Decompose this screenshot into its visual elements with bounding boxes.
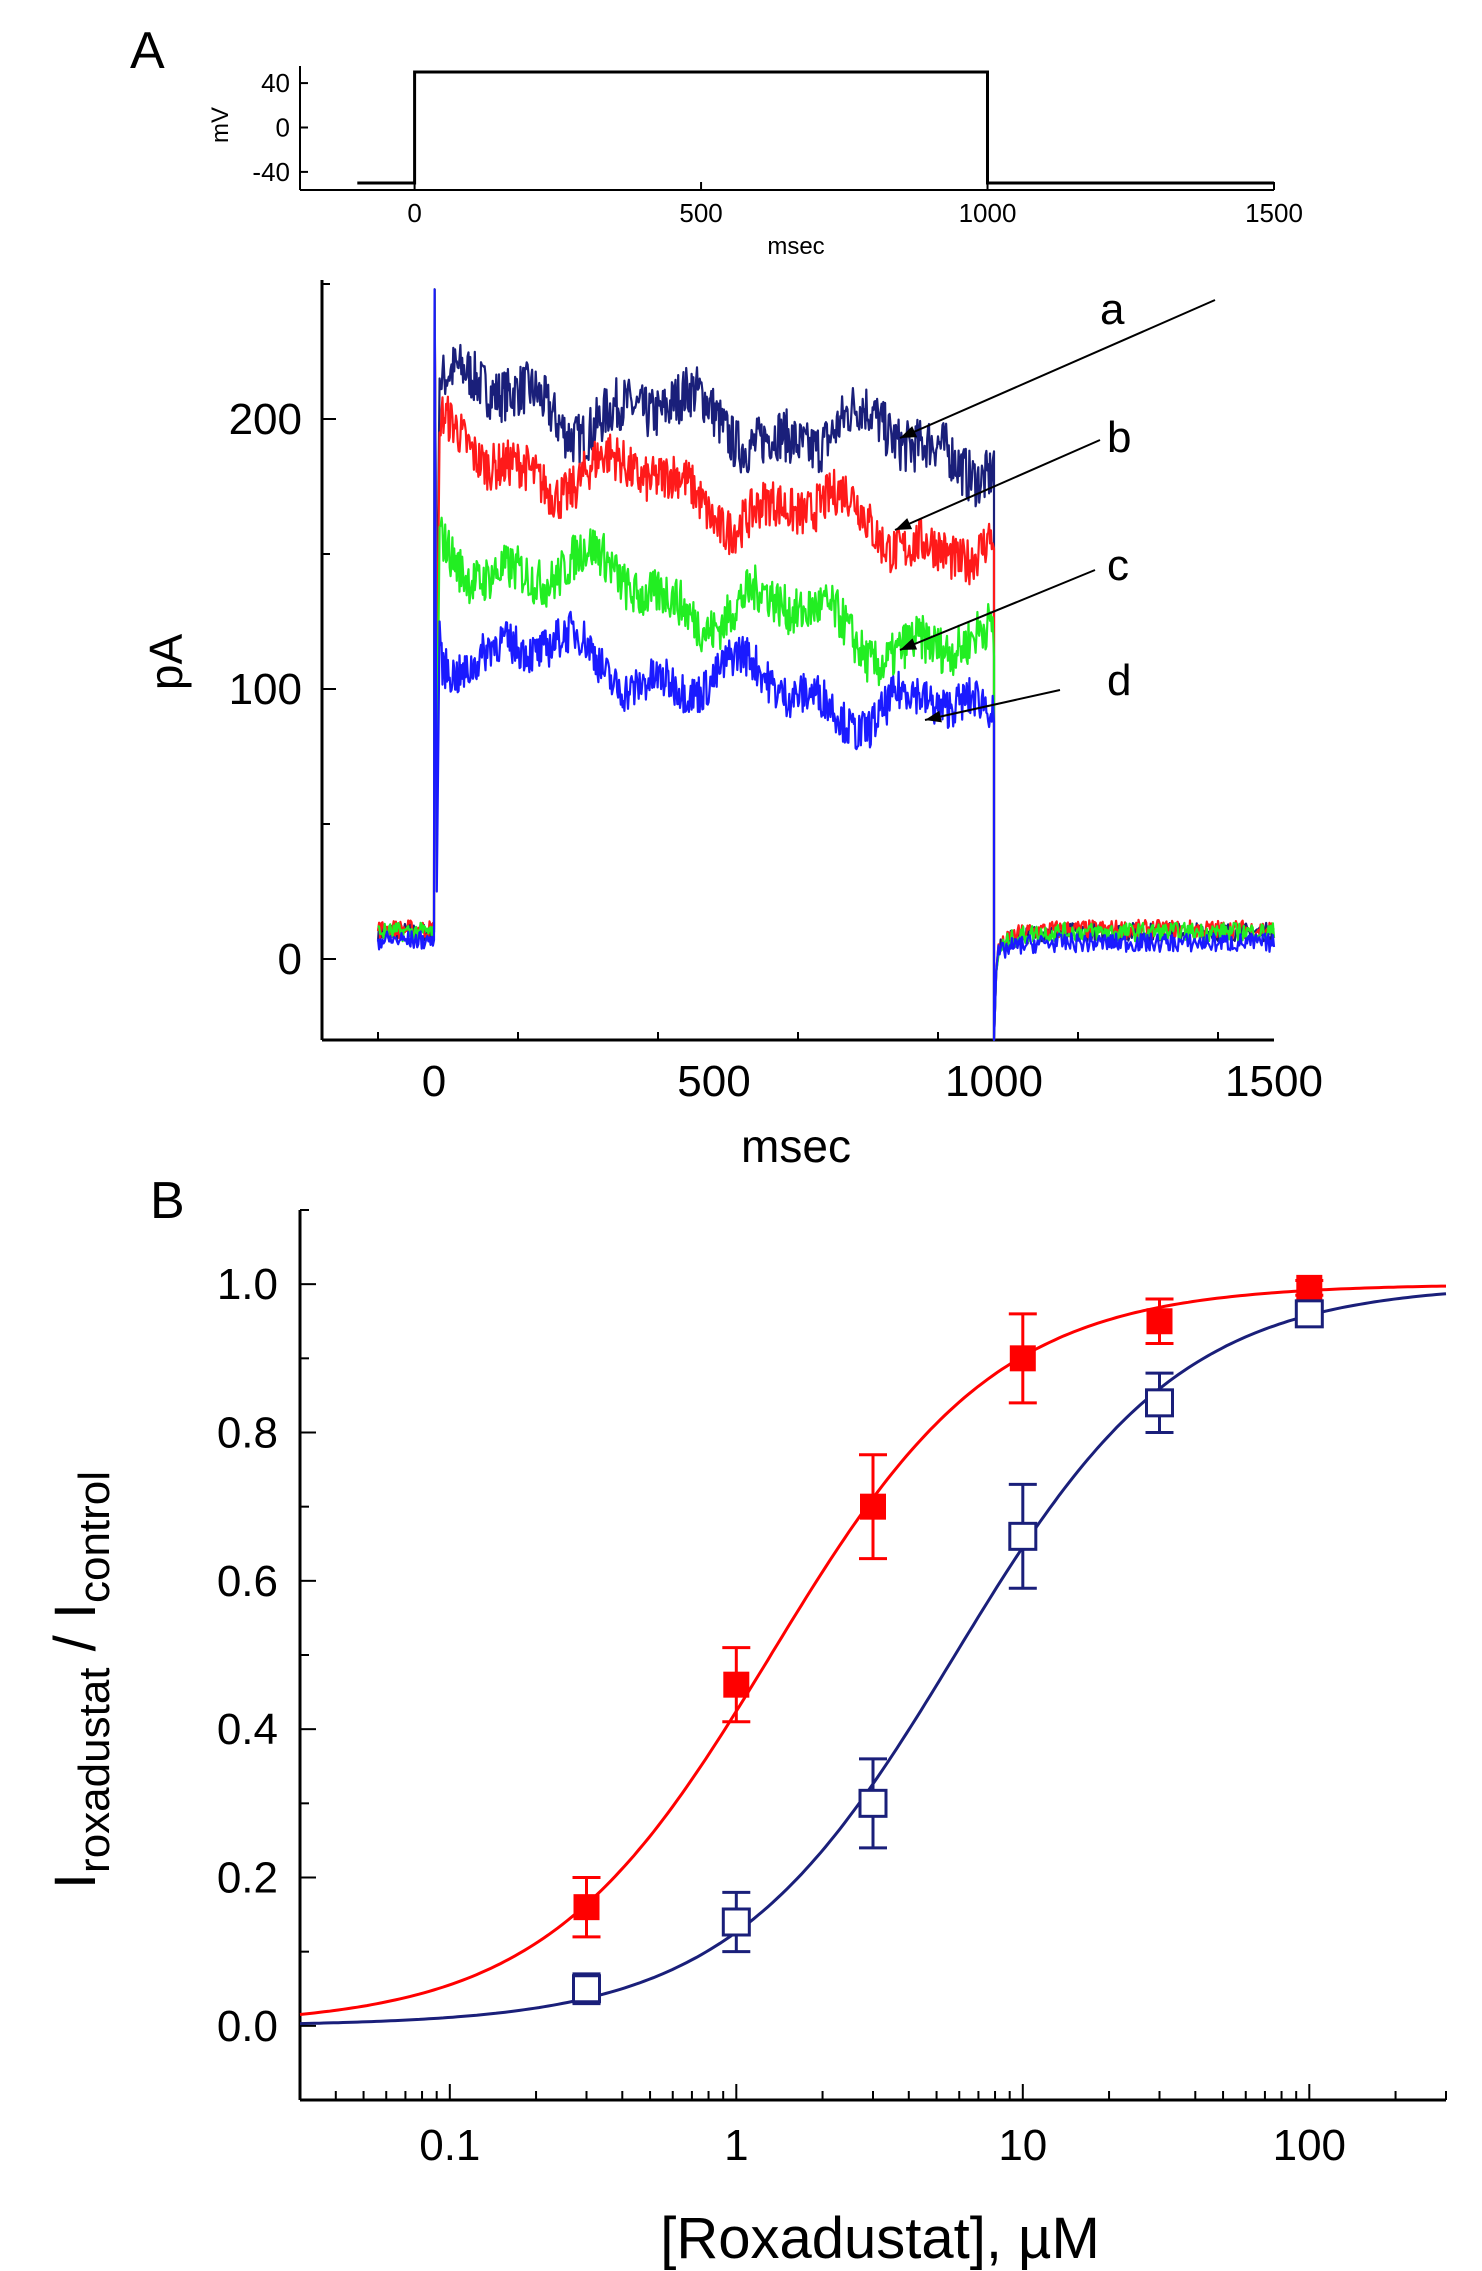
data-point-open-navy bbox=[1008, 1521, 1038, 1551]
traces-x-axis-label: msec bbox=[741, 1120, 851, 1172]
trace-d bbox=[376, 288, 1276, 1042]
data-point-filled-red bbox=[1009, 1345, 1036, 1372]
traces-x-tick-label: 0 bbox=[422, 1057, 446, 1106]
trace-label-b: b bbox=[1107, 413, 1131, 462]
traces-tick-labels: 0 500 1000 1500 0 100 200 bbox=[229, 395, 1323, 1106]
cr-x-tick-label: 1 bbox=[724, 2121, 748, 2170]
cr-ylabel-sub2: control bbox=[70, 1471, 119, 1603]
trace-label-d: d bbox=[1107, 656, 1131, 705]
cr-ylabel-sep: / I bbox=[43, 1603, 108, 1667]
traces-x-tick-label: 1000 bbox=[945, 1057, 1043, 1106]
protocol-y-axis-label: mV bbox=[207, 107, 234, 143]
trace-arrow-b bbox=[894, 439, 1101, 531]
data-point-open-navy bbox=[721, 1907, 751, 1937]
cr-ylabel-sub1: roxadustat bbox=[70, 1667, 119, 1872]
panel-letter-a: A bbox=[130, 22, 165, 80]
protocol-x-tick-label: 1500 bbox=[1245, 198, 1303, 228]
protocol-x-tick-label: 0 bbox=[407, 198, 421, 228]
traces-y-tick-label: 0 bbox=[278, 935, 302, 984]
trace-label-c: c bbox=[1107, 541, 1129, 590]
fit-curve-open-navy bbox=[299, 1292, 1447, 2026]
data-point-filled-red bbox=[573, 1894, 600, 1921]
protocol-x-tick-label: 1000 bbox=[959, 198, 1017, 228]
voltage-protocol-chart: 0 500 1000 1500 40 0 -40 mV msec bbox=[207, 66, 1303, 260]
panel-letter-b: B bbox=[150, 1172, 185, 1230]
trace-arrowhead-a bbox=[900, 426, 918, 438]
current-traces-chart: 0 500 1000 1500 0 100 200 pA msec a b c d bbox=[140, 280, 1323, 1172]
trace-a bbox=[376, 288, 1275, 1042]
data-point-filled-red bbox=[723, 1671, 750, 1698]
cr-y-tick-label: 0.6 bbox=[217, 1557, 278, 1606]
trace-arrow-d bbox=[924, 689, 1061, 721]
cr-tick-labels: 0.1 1 10 100 0.0 0.2 0.4 0.6 0.8 1.0 bbox=[217, 1260, 1346, 2170]
data-point-filled-red bbox=[1146, 1308, 1173, 1335]
protocol-y-tick-label: 0 bbox=[276, 113, 290, 143]
cr-ylabel-main: I bbox=[43, 1873, 108, 1889]
protocol-x-axis-label: msec bbox=[767, 233, 824, 260]
traces-x-tick-label: 1500 bbox=[1225, 1057, 1323, 1106]
protocol-trace bbox=[357, 70, 1274, 185]
data-point-open-navy bbox=[858, 1788, 888, 1818]
data-point-filled-red bbox=[860, 1493, 886, 1520]
cr-y-tick-label: 1.0 bbox=[217, 1260, 278, 1309]
protocol-axes bbox=[299, 66, 1275, 191]
trace-arrowhead-b bbox=[895, 518, 913, 530]
cr-fit-curves bbox=[299, 1284, 1447, 2026]
fit-curve-filled-red bbox=[299, 1284, 1446, 2016]
cr-y-axis-label: Iroxadustat / Icontrol bbox=[43, 1471, 119, 1889]
cr-axes bbox=[298, 1209, 1447, 2102]
traces-y-tick-label: 200 bbox=[229, 395, 302, 444]
trace-arrow-c bbox=[899, 569, 1096, 651]
cr-x-tick-label: 100 bbox=[1273, 2121, 1346, 2170]
data-point-open-navy bbox=[1145, 1388, 1174, 1418]
cr-x-tick-label: 0.1 bbox=[419, 2121, 480, 2170]
cr-y-tick-label: 0.8 bbox=[217, 1409, 278, 1458]
cr-y-tick-label: 0.2 bbox=[217, 1854, 278, 1903]
trace-arrowhead-d bbox=[925, 710, 942, 723]
cr-x-tick-label: 10 bbox=[998, 2121, 1047, 2170]
protocol-y-tick-label: 40 bbox=[261, 68, 290, 98]
protocol-x-tick-label: 500 bbox=[679, 198, 722, 228]
data-point-filled-red bbox=[1296, 1274, 1323, 1301]
trace-arrow-a bbox=[899, 299, 1216, 439]
protocol-y-tick-label: -40 bbox=[252, 157, 290, 187]
trace-c bbox=[377, 288, 1276, 1042]
traces-y-axis-label: pA bbox=[140, 634, 192, 691]
traces-x-tick-label: 500 bbox=[677, 1057, 750, 1106]
cr-x-axis-label: [Roxadustat], µM bbox=[660, 2206, 1100, 2271]
protocol-tick-labels: 0 500 1000 1500 40 0 -40 bbox=[252, 68, 1303, 228]
trace-b bbox=[376, 288, 1276, 1042]
cr-y-tick-label: 0.4 bbox=[217, 1705, 278, 1754]
data-point-open-navy bbox=[1294, 1299, 1324, 1329]
traces-series bbox=[376, 288, 1276, 1042]
traces-y-tick-label: 100 bbox=[229, 665, 302, 714]
trace-label-a: a bbox=[1100, 285, 1125, 334]
cr-y-tick-label: 0.0 bbox=[217, 2002, 278, 2051]
traces-axes bbox=[320, 280, 1274, 1042]
data-point-open-navy bbox=[572, 1974, 601, 2004]
protocol-series bbox=[357, 70, 1274, 185]
cr-data-points bbox=[572, 1274, 1324, 2006]
concentration-response-chart: 0.1 1 10 100 0.0 0.2 0.4 0.6 0.8 1.0 Iroxadustat … bbox=[43, 1209, 1447, 2271]
trace-arrowhead-c bbox=[900, 638, 918, 650]
traces-labels: a b c d bbox=[1100, 285, 1131, 705]
